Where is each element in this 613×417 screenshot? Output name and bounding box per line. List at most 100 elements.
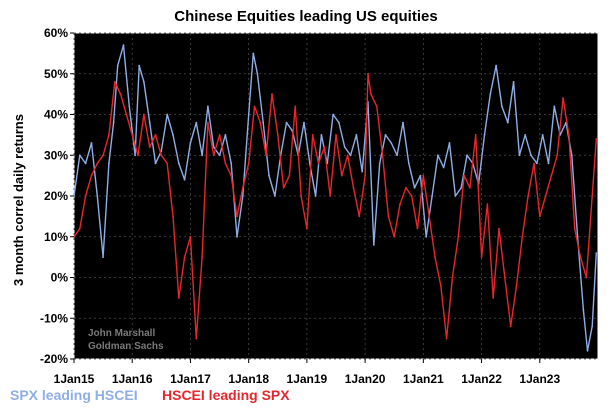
y-tick-label-6: 40% <box>44 108 68 122</box>
series-1-point-8 <box>119 93 122 95</box>
x-tick-label-1: 1Jan16 <box>112 372 153 386</box>
series-1-point-9 <box>125 113 128 116</box>
series-0-point-8 <box>116 64 119 67</box>
series-0-point-14 <box>148 121 151 124</box>
series-0-point-48 <box>343 146 346 149</box>
series-1-point-66 <box>451 276 454 279</box>
series-1-point-3 <box>90 174 93 177</box>
y-tick-label-3: 10% <box>44 230 68 244</box>
series-0-point-47 <box>338 121 340 124</box>
series-0-point-6 <box>108 162 110 165</box>
series-0-point-5 <box>102 256 104 258</box>
series-0-point-69 <box>466 154 468 157</box>
series-0-point-82 <box>541 134 544 136</box>
series-0-point-28 <box>230 162 233 165</box>
series-1-point-69 <box>469 186 471 189</box>
series-1-point-73 <box>492 297 495 299</box>
x-tick-label-4: 1Jan19 <box>287 372 328 386</box>
series-1-point-27 <box>230 174 233 177</box>
series-1-point-28 <box>236 215 238 218</box>
series-0-point-62 <box>425 235 428 238</box>
series-0-point-79 <box>524 134 527 136</box>
series-0-point-91 <box>591 325 594 328</box>
legend-spx-leading-hscei: SPX leading HSCEI <box>10 387 138 403</box>
series-0-point-25 <box>212 146 215 149</box>
series-0-group <box>73 44 598 352</box>
series-1-point-43 <box>323 146 326 149</box>
series-1-point-74 <box>498 227 500 230</box>
x-tick-label-7: 1Jan22 <box>461 372 502 386</box>
series-0-point-64 <box>437 154 439 157</box>
series-1-point-79 <box>527 195 529 197</box>
series-0-point-54 <box>378 162 381 165</box>
chart-title: Chinese Equities leading US equities <box>174 8 437 25</box>
series-1-point-55 <box>387 215 390 218</box>
series-1-point-78 <box>521 235 524 238</box>
series-1-point-48 <box>352 186 355 189</box>
series-0-point-67 <box>454 195 457 197</box>
x-tick-label-5: 1Jan20 <box>345 372 386 386</box>
series-0-point-26 <box>218 154 221 157</box>
y-tick-label-7: 50% <box>44 67 68 81</box>
series-1-point-20 <box>189 235 192 238</box>
series-1-point-24 <box>212 154 215 157</box>
series-0-point-80 <box>530 154 532 157</box>
series-1-point-26 <box>224 162 227 165</box>
gridlines <box>73 32 598 360</box>
series-1-point-89 <box>585 276 588 279</box>
y-tick-label-2: 0% <box>51 271 69 285</box>
x-tick-label-0: 1Jan15 <box>54 372 95 386</box>
series-0-point-12 <box>138 64 141 67</box>
series-0-point-19 <box>177 162 180 165</box>
series-1-point-44 <box>329 195 332 197</box>
series-1-point-12 <box>143 113 145 116</box>
series-1-point-72 <box>486 203 489 206</box>
series-1-point-83 <box>550 174 553 177</box>
y-tick-label-1: -10% <box>40 311 68 325</box>
series-1-point-36 <box>282 186 285 189</box>
y-axis-label: 3 month correl daily returns <box>11 114 26 286</box>
series-0-point-50 <box>355 134 358 136</box>
series-1-point-21 <box>195 337 198 340</box>
series-0-point-1 <box>78 154 81 157</box>
series-1-point-11 <box>137 154 139 157</box>
series-1-point-77 <box>515 284 518 287</box>
series-0-point-23 <box>201 154 204 157</box>
series-0-point-43 <box>314 195 317 197</box>
series-0-point-63 <box>431 195 433 197</box>
series-1-point-7 <box>113 81 116 83</box>
series-1-point-62 <box>428 215 431 218</box>
x-tick-label-3: 1Jan18 <box>228 372 269 386</box>
series-1-point-6 <box>108 134 110 136</box>
x-axis-ticks: 1Jan15 1Jan16 1Jan17 1Jan18 1Jan19 1Jan20 1Jan… <box>54 359 560 386</box>
series-1-point-86 <box>568 134 570 136</box>
series-0-point-24 <box>207 105 209 108</box>
series-0-point-90 <box>586 349 589 352</box>
series-1-point-16 <box>166 162 169 165</box>
x-tick-label-6: 1Jan21 <box>403 372 444 386</box>
series-0-point-32 <box>252 52 255 55</box>
series-1-point-67 <box>457 235 460 238</box>
series-1-point-58 <box>405 186 407 189</box>
series-0-point-15 <box>154 162 157 165</box>
series-0-point-72 <box>483 134 486 136</box>
legend-hscei-leading-spx: HSCEI leading SPX <box>162 387 290 403</box>
y-tick-label-0: -20% <box>40 352 68 366</box>
series-1-point-34 <box>271 93 273 95</box>
series-1-point-42 <box>317 162 320 165</box>
series-1-point-32 <box>259 121 262 124</box>
series-1-point-80 <box>533 162 535 165</box>
series-1-point-45 <box>335 134 337 136</box>
x-tick-label-8: 1Jan23 <box>519 372 560 386</box>
series-1-point-85 <box>562 97 564 100</box>
series-0-point-36 <box>274 195 276 197</box>
series-line-1 <box>73 73 597 340</box>
series-0-point-66 <box>448 142 451 144</box>
series-1-point-61 <box>422 174 425 177</box>
series-0-point-46 <box>332 113 334 116</box>
series-1-point-14 <box>154 134 157 136</box>
x-tick-label-2: 1Jan17 <box>170 372 211 386</box>
series-1-group <box>73 72 598 340</box>
series-0-point-11 <box>134 154 137 157</box>
